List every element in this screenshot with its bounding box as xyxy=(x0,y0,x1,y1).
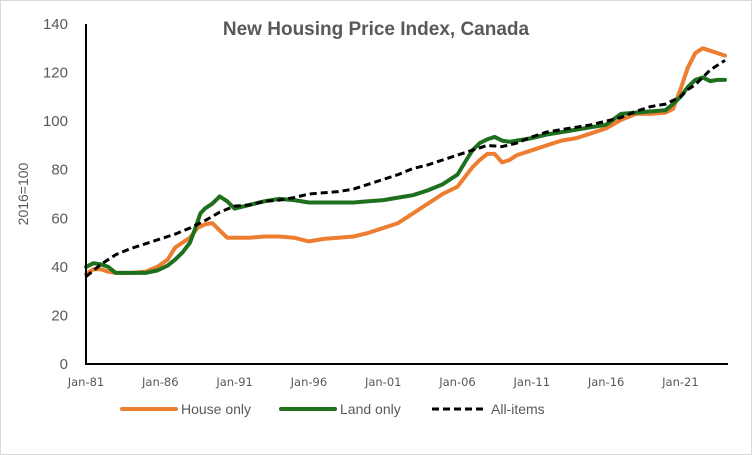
series-line-house-only xyxy=(84,46,727,277)
x-tick-label: Jan-91 xyxy=(215,375,253,389)
y-tick-label: 120 xyxy=(43,65,68,82)
y-tick-label: 140 xyxy=(43,16,68,33)
y-tick-label: 80 xyxy=(51,162,68,179)
legend-label: All-items xyxy=(491,401,545,417)
y-tick-label: 40 xyxy=(51,259,68,276)
x-tick-label: Jan-01 xyxy=(364,375,402,389)
x-axis-ticks: Jan-81 Jan-86 Jan-91 Jan-96 Jan-01 Jan-06 Jan-… xyxy=(67,375,699,389)
series-line-land-only xyxy=(84,75,727,275)
legend-item: All-items xyxy=(432,401,545,417)
x-tick-label: Jan-16 xyxy=(587,375,625,389)
y-tick-label: 60 xyxy=(51,210,68,227)
x-tick-label: Jan-96 xyxy=(290,375,328,389)
legend: House only Land only All-items xyxy=(120,401,545,417)
x-tick-label: Jan-81 xyxy=(67,375,105,389)
y-axis-label: 2016=100 xyxy=(15,162,31,225)
x-tick-label: Jan-21 xyxy=(661,375,699,389)
x-tick-label: Jan-11 xyxy=(513,375,551,389)
series-line-all-items xyxy=(85,59,726,278)
y-tick-label: 20 xyxy=(51,307,68,324)
y-axis-ticks: 0 20 40 60 80 100 120 140 xyxy=(43,16,68,373)
y-tick-label: 100 xyxy=(43,113,68,130)
x-tick-label: Jan-06 xyxy=(438,375,476,389)
x-tick-label: Jan-86 xyxy=(141,375,179,389)
y-tick-label: 0 xyxy=(60,356,68,373)
chart-title: New Housing Price Index, Canada xyxy=(222,19,530,40)
legend-item: Land only xyxy=(279,401,401,417)
series-lines xyxy=(84,46,727,278)
legend-item: House only xyxy=(120,401,251,417)
legend-label: Land only xyxy=(340,401,401,417)
legend-label: House only xyxy=(181,401,251,417)
